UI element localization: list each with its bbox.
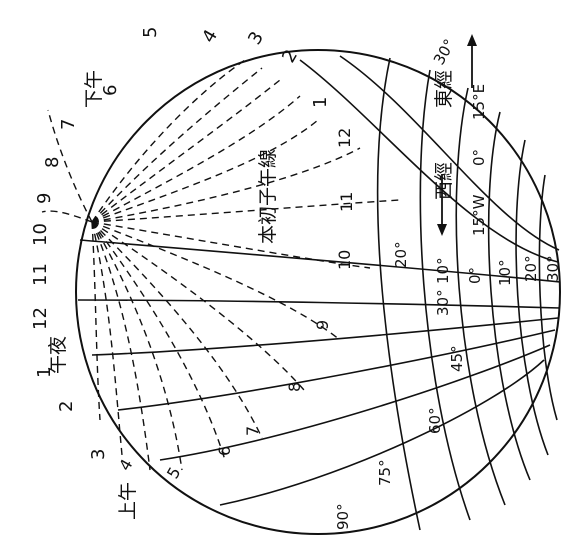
east-arrow-head [467, 34, 477, 46]
lon-label-e30: 30° [430, 36, 459, 68]
latitude-10-right [299, 59, 559, 263]
meridian-arc-5 [538, 174, 558, 421]
globe-outline [75, 49, 561, 535]
meridian-arc-3 [487, 111, 531, 481]
hour-label-7-inner: 7 [243, 426, 262, 436]
hour-label-10-outer: 10 [30, 223, 51, 246]
lat-label-75: 75° [376, 459, 394, 486]
lat-label-45: 45° [448, 345, 466, 372]
hour-label-2-outer: 2 [56, 401, 77, 412]
hour-line-10 [91, 221, 371, 269]
hour-label-8-inner: 8 [285, 382, 304, 392]
meridian-arc-2 [455, 87, 506, 506]
hour-line-5 [91, 57, 249, 223]
west-arrow-head [437, 224, 447, 236]
meridian-arc-6 [376, 57, 421, 531]
hour-label-8-outer: 8 [42, 157, 63, 168]
hour-label-6-top: 6 [100, 85, 121, 96]
lat-label-90: 90° [334, 503, 352, 530]
longitude-labels: 30° 15°E 0° 15°W [430, 36, 488, 236]
label-afternoon: 下午 [83, 70, 105, 108]
hour-label-2-top: 2 [278, 46, 302, 66]
hour-line-3 [91, 79, 281, 223]
latitude-75 [159, 344, 551, 461]
latitude-30-left [77, 299, 561, 309]
hour-line-b [41, 210, 93, 223]
hour-label-11-inner: 11 [337, 192, 356, 212]
lat-label-0: 0° [466, 267, 484, 284]
hour-label-12-inner: 12 [335, 128, 354, 148]
latitude-labels: 20° 10° 30° 0° 10° 20° 30° 45° 60° 75° 9… [334, 241, 562, 530]
lon-label-zero: 0° [470, 149, 488, 166]
meridian-arc-1 [419, 69, 471, 521]
hour-line-9 [91, 221, 341, 341]
lat-label-60: 60° [426, 407, 444, 434]
meridian-arcs [376, 57, 558, 531]
label-east-longitude: 東經 [433, 70, 455, 108]
hour-lines [41, 57, 401, 471]
latitude-90 [219, 359, 545, 506]
hour-label-11-outer: 11 [30, 263, 51, 286]
label-prime-meridian: 本初子午線 [257, 149, 279, 244]
hour-line-3b [91, 221, 123, 456]
lon-label-e15: 15°E [470, 84, 488, 120]
hour-line-4 [91, 67, 263, 223]
label-midnight: 午夜 [47, 336, 69, 374]
hour-label-4-outer: 4 [115, 456, 137, 474]
hour-label-7-outer: 7 [58, 119, 79, 130]
lat-label-30-left: 30° [434, 289, 452, 316]
hour-line-8 [91, 221, 305, 391]
hour-line-7 [91, 221, 263, 439]
hour-label-12-outer: 12 [30, 307, 51, 330]
meridian-arc-4 [515, 139, 549, 456]
label-west-longitude: 西經 [433, 162, 455, 200]
latitude-45 [91, 317, 559, 356]
hour-label-9-inner: 9 [313, 320, 332, 330]
hour-label-6-inner: 6 [215, 446, 234, 456]
hour-label-3-outer: 3 [88, 449, 109, 460]
hour-line-11 [91, 199, 401, 223]
hour-label-5-top: 5 [140, 27, 161, 38]
hour-label-9-outer: 9 [34, 193, 55, 204]
hour-line-6 [91, 221, 226, 461]
hour-label-1-outer: 1 [34, 367, 55, 378]
hour-label-10-inner: 10 [335, 250, 354, 270]
cjk-labels: 下午 午夜 上午 本初子午線 西經 東經 [47, 70, 455, 520]
hour-line-2b [91, 221, 101, 421]
latitude-lines [77, 55, 561, 506]
hour-label-4-top: 4 [198, 26, 222, 46]
hour-line-a [47, 109, 93, 223]
hour-line-1 [91, 119, 319, 223]
lat-label-10-right: 10° [496, 259, 514, 286]
label-morning: 上午 [117, 482, 139, 520]
lat-label-10-left: 10° [434, 257, 452, 284]
longitude-arrows [437, 34, 477, 236]
lat-label-20-left: 20° [392, 241, 410, 268]
lon-label-w15: 15°W [470, 194, 488, 236]
hour-label-3-top: 3 [244, 28, 268, 48]
hour-label-1-top: 1 [310, 97, 331, 108]
latitude-20-right [339, 55, 560, 251]
latitude-0 [79, 239, 561, 283]
hour-line-12 [91, 147, 361, 223]
lat-label-20-right: 20° [522, 255, 540, 282]
lat-label-30-right: 30° [544, 255, 562, 282]
latitude-60 [117, 329, 556, 411]
hour-line-2 [91, 95, 301, 223]
hour-line-5b [91, 221, 183, 471]
